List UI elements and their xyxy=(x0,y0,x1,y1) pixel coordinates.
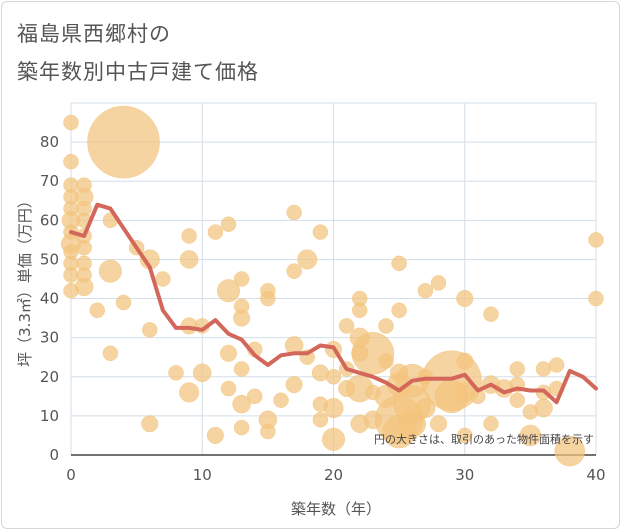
data-bubble xyxy=(207,224,224,240)
data-bubble xyxy=(323,398,344,419)
data-bubble xyxy=(233,309,251,327)
data-bubble xyxy=(285,376,303,394)
data-bubble xyxy=(141,415,159,433)
data-bubble xyxy=(286,263,302,279)
y-tick-label: 40 xyxy=(40,290,59,308)
average-price-line xyxy=(69,202,598,405)
y-tick-label: 30 xyxy=(40,329,59,347)
data-bubble xyxy=(417,282,434,299)
data-bubble xyxy=(181,228,197,244)
data-bubble xyxy=(74,277,94,297)
data-bubble xyxy=(102,345,119,362)
data-bubble xyxy=(297,249,318,270)
data-bubble xyxy=(456,290,474,308)
data-bubble xyxy=(548,357,565,373)
y-tick-label: 70 xyxy=(40,172,59,190)
grid-lines xyxy=(70,102,597,456)
data-bubble xyxy=(378,318,394,334)
data-bubble xyxy=(312,412,329,428)
data-bubble xyxy=(142,322,158,338)
x-tick-label: 10 xyxy=(193,466,212,484)
data-bubble xyxy=(76,239,92,256)
data-bubble xyxy=(63,114,79,131)
data-bubble xyxy=(415,398,436,419)
data-bubble xyxy=(286,204,302,221)
y-tick-label: 60 xyxy=(40,211,59,229)
y-tick-label: 0 xyxy=(49,446,59,464)
y-tick-label: 10 xyxy=(40,407,59,425)
bubble-layer xyxy=(61,105,604,467)
x-axis-label: 築年数（年） xyxy=(291,500,381,518)
y-tick-label: 20 xyxy=(40,368,59,386)
chart-title-line1: 福島県西郷村の xyxy=(17,22,171,46)
data-bubble xyxy=(378,353,394,369)
data-bubble xyxy=(398,409,426,438)
y-tick-label: 50 xyxy=(40,250,59,268)
data-bubble xyxy=(391,255,407,272)
bubble-size-note: 円の大きさは、取引のあった物件面積を示す xyxy=(374,432,594,446)
data-bubble xyxy=(260,423,276,440)
x-tick-label: 40 xyxy=(586,466,605,484)
data-bubble xyxy=(115,294,132,311)
data-bubble xyxy=(352,302,368,319)
data-bubble xyxy=(220,344,237,362)
data-bubble xyxy=(232,394,251,414)
data-bubble xyxy=(179,382,200,403)
data-bubble xyxy=(233,271,250,287)
data-bubble xyxy=(483,415,499,432)
data-bubble xyxy=(588,232,604,248)
data-bubble xyxy=(509,361,525,377)
data-bubble xyxy=(63,267,79,283)
data-bubble xyxy=(155,271,171,287)
data-bubble xyxy=(457,427,473,444)
data-bubble xyxy=(220,380,237,397)
data-bubble xyxy=(206,426,224,444)
data-bubble xyxy=(217,279,240,303)
x-tick-label: 0 xyxy=(66,466,76,484)
data-bubble xyxy=(220,216,237,232)
y-axis-label: 坪（3.3㎡）単価（万円） xyxy=(16,193,34,367)
data-bubble xyxy=(534,398,553,418)
data-bubble xyxy=(179,250,199,269)
y-tick-label: 80 xyxy=(40,133,59,151)
data-bubble xyxy=(519,424,542,447)
chart-title-line2: 築年数別中古戸建て価格 xyxy=(17,60,259,84)
data-bubble xyxy=(325,369,342,385)
data-bubble xyxy=(430,275,447,291)
data-bubble xyxy=(391,302,407,319)
data-bubble xyxy=(535,361,552,377)
data-bubble xyxy=(168,365,184,381)
data-bubble xyxy=(233,419,250,436)
data-bubble xyxy=(233,361,250,377)
data-bubble xyxy=(87,105,160,179)
data-bubble xyxy=(456,352,474,370)
data-bubble xyxy=(247,388,263,405)
data-bubble xyxy=(554,435,585,467)
data-bubble xyxy=(89,302,105,319)
data-bubble xyxy=(260,290,276,307)
data-bubble xyxy=(588,290,604,307)
data-bubble xyxy=(273,392,289,408)
x-tick-label: 20 xyxy=(324,466,343,484)
data-bubble xyxy=(63,153,79,170)
data-bubble xyxy=(193,363,212,383)
data-bubble xyxy=(312,224,329,240)
data-bubble xyxy=(483,306,499,322)
axis-ticks: 0 10 20 30 40 50 60 70 80 0 10 20 30 40 xyxy=(40,133,606,484)
x-tick-label: 30 xyxy=(455,466,474,484)
data-bubble xyxy=(98,259,122,283)
data-bubble xyxy=(430,415,447,433)
data-bubble xyxy=(509,392,525,408)
data-bubble xyxy=(322,427,345,451)
data-bubble xyxy=(338,318,355,334)
